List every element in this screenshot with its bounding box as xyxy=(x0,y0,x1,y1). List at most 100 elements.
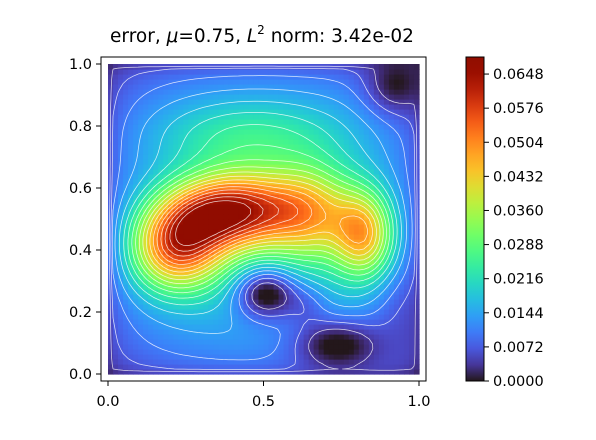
heatmap-cell xyxy=(218,79,224,85)
heatmap-cell xyxy=(248,114,255,120)
heatmap-cell xyxy=(203,359,209,365)
heatmap-cell xyxy=(178,254,184,260)
heatmap-cell xyxy=(318,149,325,155)
heatmap-cell xyxy=(408,179,415,185)
heatmap-cell xyxy=(123,119,129,125)
heatmap-cell xyxy=(338,69,345,75)
heatmap-cell xyxy=(163,159,169,165)
heatmap-cell xyxy=(278,234,285,240)
heatmap-cell xyxy=(118,284,124,290)
heatmap-cell xyxy=(343,124,350,130)
heatmap-cell xyxy=(118,129,124,135)
heatmap-cell xyxy=(303,179,310,185)
heatmap-cell xyxy=(388,259,395,265)
heatmap-cell xyxy=(158,189,164,195)
heatmap-cell xyxy=(268,84,275,90)
heatmap-cell xyxy=(223,254,229,260)
heatmap-cell xyxy=(223,64,229,70)
heatmap-cell xyxy=(408,139,415,145)
heatmap-cell xyxy=(338,319,345,325)
heatmap-cell xyxy=(143,219,149,225)
heatmap-cell xyxy=(298,324,305,330)
heatmap-cell xyxy=(213,164,219,170)
heatmap-cell xyxy=(123,164,129,170)
heatmap-cell xyxy=(188,134,194,140)
heatmap-cell xyxy=(118,159,124,165)
heatmap-cell xyxy=(263,349,270,355)
heatmap-cell xyxy=(173,289,179,295)
heatmap-cell xyxy=(208,339,214,345)
heatmap-cell xyxy=(233,304,240,310)
heatmap-cell xyxy=(398,299,405,305)
heatmap-cell xyxy=(153,274,159,280)
heatmap-cell xyxy=(178,164,184,170)
heatmap-cell xyxy=(258,274,265,280)
heatmap-cell xyxy=(293,79,300,85)
heatmap-cell xyxy=(243,209,250,215)
heatmap-cell xyxy=(203,254,209,260)
heatmap-cell xyxy=(408,314,415,320)
heatmap-cell xyxy=(333,244,340,250)
heatmap-cell xyxy=(133,254,139,260)
heatmap-cell xyxy=(303,124,310,130)
heatmap-cell xyxy=(183,239,189,245)
heatmap-cell xyxy=(143,114,149,120)
heatmap-cell xyxy=(158,279,164,285)
heatmap-cell xyxy=(408,334,415,340)
heatmap-cell xyxy=(268,109,275,115)
heatmap-cell xyxy=(118,309,124,315)
heatmap-cell xyxy=(298,249,305,255)
heatmap-cell xyxy=(268,279,275,285)
heatmap-cell xyxy=(258,109,265,115)
heatmap-cell xyxy=(178,129,184,135)
heatmap-cell xyxy=(358,289,365,295)
heatmap-cell xyxy=(193,204,199,210)
heatmap-cell xyxy=(173,109,179,115)
heatmap-cell xyxy=(388,334,395,340)
heatmap-cell xyxy=(263,109,270,115)
heatmap-cell xyxy=(353,229,360,235)
heatmap-cell xyxy=(238,104,245,110)
heatmap-cell xyxy=(128,109,134,115)
heatmap-cell xyxy=(343,289,350,295)
heatmap-cell xyxy=(308,349,315,355)
heatmap-cell xyxy=(388,289,395,295)
heatmap-cell xyxy=(128,359,134,365)
heatmap-cell xyxy=(188,74,194,80)
heatmap-cell xyxy=(118,269,124,275)
heatmap-cell xyxy=(293,364,300,370)
heatmap-cell xyxy=(273,154,280,160)
heatmap-cell xyxy=(353,204,360,210)
heatmap-cell xyxy=(318,214,325,220)
heatmap-cell xyxy=(283,74,290,80)
heatmap-cell xyxy=(383,279,390,285)
heatmap-cell xyxy=(143,179,149,185)
heatmap-cell xyxy=(258,119,265,125)
heatmap-cell xyxy=(188,89,194,95)
heatmap-cell xyxy=(388,149,395,155)
heatmap-cell xyxy=(368,279,375,285)
heatmap-cell xyxy=(183,304,189,310)
heatmap-cell xyxy=(113,109,119,115)
heatmap-cell xyxy=(393,359,400,365)
heatmap-cell xyxy=(368,124,375,130)
heatmap-cell xyxy=(408,279,415,285)
heatmap-cell xyxy=(373,259,380,265)
heatmap-cell xyxy=(328,104,335,110)
heatmap-cell xyxy=(153,164,159,170)
heatmap-cell xyxy=(268,149,275,155)
heatmap-cell xyxy=(113,114,119,120)
heatmap-cell xyxy=(308,79,315,85)
heatmap-cell xyxy=(388,204,395,210)
heatmap-cell xyxy=(173,204,179,210)
heatmap-cell xyxy=(263,244,270,250)
heatmap-cell xyxy=(343,204,350,210)
heatmap-cell xyxy=(248,94,255,100)
heatmap-cell xyxy=(313,279,320,285)
heatmap-cell xyxy=(343,209,350,215)
heatmap-cell xyxy=(198,69,204,75)
heatmap-cell xyxy=(258,339,265,345)
heatmap-cell xyxy=(313,189,320,195)
heatmap-cell xyxy=(368,264,375,270)
heatmap-cell xyxy=(143,109,149,115)
